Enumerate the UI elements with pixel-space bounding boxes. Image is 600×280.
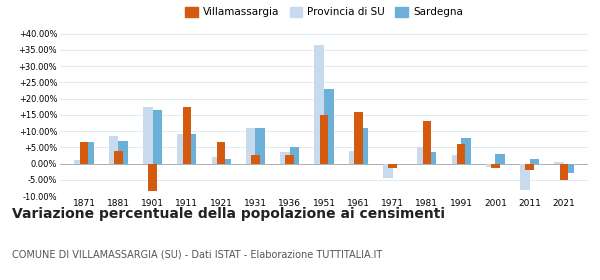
Bar [486, 164, 496, 167]
Bar [109, 136, 118, 164]
Bar [349, 151, 358, 164]
Bar [148, 164, 157, 191]
Bar [246, 128, 256, 164]
Bar [177, 134, 187, 164]
Bar [118, 141, 128, 164]
Bar [74, 160, 84, 164]
Bar [314, 45, 324, 164]
Bar [324, 89, 334, 164]
Bar [143, 107, 152, 164]
Legend: Villamassargia, Provincia di SU, Sardegna: Villamassargia, Provincia di SU, Sardegn… [181, 3, 467, 22]
Bar [80, 143, 88, 164]
Bar [256, 128, 265, 164]
Bar [526, 164, 534, 170]
Text: Variazione percentuale della popolazione ai censimenti: Variazione percentuale della popolazione… [12, 207, 445, 221]
Bar [383, 164, 392, 178]
Bar [182, 107, 191, 164]
Bar [187, 134, 196, 164]
Bar [251, 155, 260, 164]
Bar [217, 143, 226, 164]
Bar [84, 143, 94, 164]
Bar [320, 115, 328, 164]
Bar [554, 162, 564, 164]
Bar [280, 152, 290, 164]
Bar [427, 152, 436, 164]
Bar [530, 159, 539, 164]
Bar [496, 154, 505, 164]
Bar [560, 164, 568, 180]
Bar [221, 159, 231, 164]
Bar [114, 151, 122, 164]
Bar [212, 157, 221, 164]
Bar [520, 164, 530, 190]
Bar [564, 164, 574, 173]
Bar [452, 155, 461, 164]
Bar [417, 147, 427, 164]
Bar [290, 147, 299, 164]
Bar [491, 164, 500, 168]
Bar [461, 137, 471, 164]
Bar [388, 164, 397, 168]
Bar [354, 111, 362, 164]
Bar [422, 121, 431, 164]
Text: COMUNE DI VILLAMASSARGIA (SU) - Dati ISTAT - Elaborazione TUTTITALIA.IT: COMUNE DI VILLAMASSARGIA (SU) - Dati IST… [12, 249, 382, 259]
Bar [358, 128, 368, 164]
Bar [152, 110, 162, 164]
Bar [286, 155, 294, 164]
Bar [457, 144, 466, 164]
